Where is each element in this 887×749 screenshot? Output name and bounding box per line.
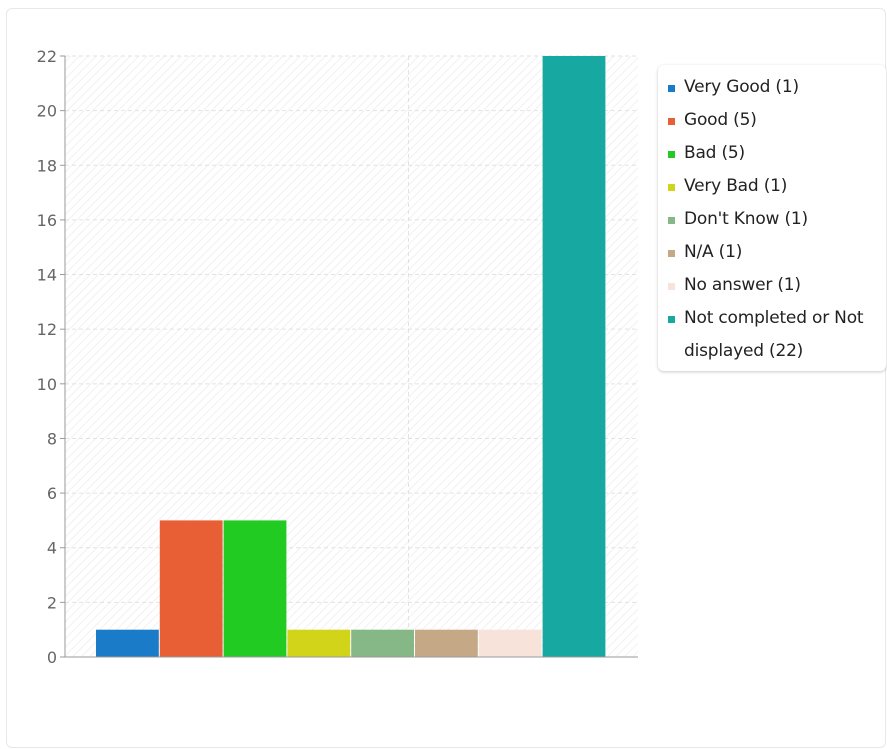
legend-label: Bad (5) bbox=[684, 143, 745, 163]
legend-item-3[interactable]: Bad (5) bbox=[668, 137, 876, 170]
y-tick-label-16: 16 bbox=[37, 211, 57, 230]
legend-swatch bbox=[668, 184, 675, 191]
y-tick-label-10: 10 bbox=[37, 375, 57, 394]
legend-item-2[interactable]: Good (5) bbox=[668, 104, 876, 137]
legend-label: Good (5) bbox=[684, 110, 757, 130]
legend-label: N/A (1) bbox=[684, 242, 743, 262]
bar-8[interactable] bbox=[542, 56, 606, 657]
legend-item-6[interactable]: N/A (1) bbox=[668, 236, 876, 269]
legend-label: No answer (1) bbox=[684, 275, 801, 295]
y-tick-label-22: 22 bbox=[37, 47, 57, 66]
y-tick-label-18: 18 bbox=[37, 156, 57, 175]
grid-lines bbox=[65, 55, 638, 657]
bar-3[interactable] bbox=[223, 520, 287, 657]
y-tick-label-2: 2 bbox=[47, 593, 57, 612]
legend-swatch bbox=[668, 283, 675, 290]
y-tick-label-6: 6 bbox=[47, 484, 57, 503]
legend-label: Not completed or Not displayed (22) bbox=[684, 308, 864, 361]
legend-item-1[interactable]: Very Good (1) bbox=[668, 71, 876, 104]
bar-5[interactable] bbox=[351, 629, 414, 657]
legend-swatch bbox=[668, 85, 675, 92]
legend-label: Very Bad (1) bbox=[684, 176, 788, 196]
y-tick-label-8: 8 bbox=[47, 429, 57, 448]
legend-swatch bbox=[668, 118, 675, 125]
bar-6[interactable] bbox=[415, 629, 478, 657]
y-tick-label-4: 4 bbox=[47, 539, 57, 558]
legend-label: Very Good (1) bbox=[684, 77, 799, 97]
bar-1[interactable] bbox=[96, 629, 159, 657]
y-tick-label-12: 12 bbox=[37, 320, 57, 339]
legend: Very Good (1) Good (5) Bad (5) Very Bad (1)… bbox=[658, 65, 886, 371]
y-tick-label-14: 14 bbox=[37, 266, 57, 285]
y-tick-labels: 0 2 4 6 8 10 12 14 16 18 20 22 bbox=[37, 47, 65, 667]
legend-item-8[interactable]: Not completed or Not displayed (22) bbox=[668, 302, 876, 368]
legend-swatch bbox=[668, 217, 675, 224]
legend-swatch bbox=[668, 250, 675, 257]
bar-2[interactable] bbox=[159, 520, 223, 657]
legend-item-4[interactable]: Very Bad (1) bbox=[668, 170, 876, 203]
axes bbox=[64, 56, 638, 658]
legend-swatch bbox=[668, 316, 675, 323]
y-tick-label-0: 0 bbox=[47, 648, 57, 667]
legend-item-5[interactable]: Don't Know (1) bbox=[668, 203, 876, 236]
legend-label: Don't Know (1) bbox=[684, 209, 808, 229]
bar-4[interactable] bbox=[287, 629, 351, 657]
legend-item-7[interactable]: No answer (1) bbox=[668, 269, 876, 302]
bars bbox=[96, 56, 606, 657]
bar-chart: 0 2 4 6 8 10 12 14 16 18 20 22 bbox=[37, 47, 638, 667]
y-tick-label-20: 20 bbox=[37, 102, 57, 121]
chart-card: 0 2 4 6 8 10 12 14 16 18 20 22 Very Good (1) Good (5… bbox=[6, 8, 886, 748]
bar-7[interactable] bbox=[478, 629, 542, 657]
legend-swatch bbox=[668, 151, 675, 158]
